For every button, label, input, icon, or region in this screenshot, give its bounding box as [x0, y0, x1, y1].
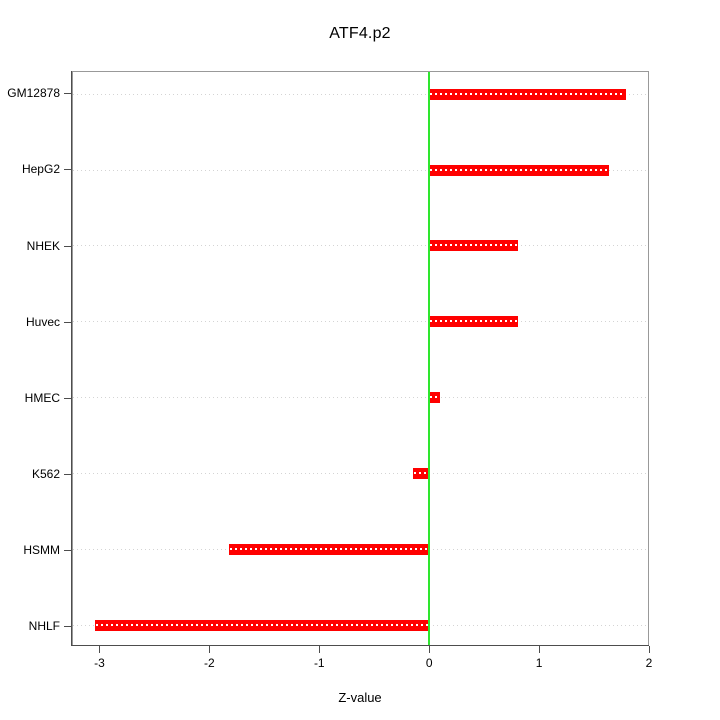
x-axis-tick-label: -3 — [94, 656, 105, 670]
bar-hepg2 — [428, 164, 609, 176]
bar-dot-pattern — [429, 168, 608, 171]
bar-gm12878 — [428, 88, 627, 100]
bar-hmec — [428, 392, 440, 404]
y-axis-label-hepg2: HepG2 — [21, 162, 60, 177]
y-axis-tick — [64, 93, 72, 95]
y-axis-tick — [64, 245, 72, 247]
bar-dot-pattern — [95, 623, 428, 626]
y-axis-label-hmec: HMEC — [24, 390, 60, 405]
chart-title: ATF4.p2 — [329, 25, 391, 42]
y-axis-label-nhek: NHEK — [26, 238, 60, 253]
bar-dot-pattern — [429, 244, 517, 247]
plot-area — [72, 71, 649, 646]
bar-dot-pattern — [429, 396, 439, 399]
bar-dot-pattern — [229, 547, 428, 550]
y-axis-label-hsmm: HSMM — [23, 542, 60, 557]
y-axis-tick — [64, 321, 72, 323]
bar-dot-pattern — [429, 92, 626, 95]
x-axis-tick — [649, 646, 650, 653]
x-axis-tick — [429, 646, 431, 653]
y-axis-label-nhlf: NHLF — [28, 619, 60, 634]
gridline — [73, 169, 648, 171]
x-axis-line — [71, 645, 649, 646]
bar-huvec — [428, 316, 518, 328]
x-axis-tick-label: 2 — [645, 656, 653, 670]
gridline — [73, 93, 648, 95]
gridline — [73, 245, 648, 247]
y-axis-tick — [64, 549, 72, 551]
y-axis-line — [71, 71, 72, 646]
gridline — [73, 321, 648, 323]
y-axis-label-k562: K562 — [31, 466, 60, 481]
x-axis-tick-label: -2 — [204, 656, 215, 670]
x-axis-tick-label: 1 — [535, 656, 543, 670]
gridline — [73, 397, 648, 399]
x-axis-tick — [99, 646, 101, 653]
x-axis-tick-label: 0 — [425, 656, 433, 670]
bar-k562 — [412, 467, 429, 479]
x-axis-tick-label: -1 — [313, 656, 325, 670]
bar-dot-pattern — [413, 471, 428, 474]
x-axis-tick — [209, 646, 211, 653]
bar-nhlf — [94, 619, 429, 631]
gridline — [73, 472, 648, 474]
y-axis-label-huvec: Huvec — [25, 314, 60, 329]
y-axis-label-gm12878: GM12878 — [7, 86, 60, 101]
x-axis-tick — [539, 646, 541, 653]
y-axis-tick — [64, 473, 72, 475]
y-axis-tick — [64, 397, 72, 399]
y-axis-tick — [64, 626, 72, 628]
x-axis-title: Z-value — [338, 690, 382, 705]
bar-nhek — [428, 240, 518, 252]
x-axis-tick — [319, 646, 321, 653]
zero-reference-line — [427, 72, 430, 645]
bar-hsmm — [228, 543, 429, 555]
bar-dot-pattern — [429, 320, 517, 323]
y-axis-tick — [64, 169, 72, 171]
